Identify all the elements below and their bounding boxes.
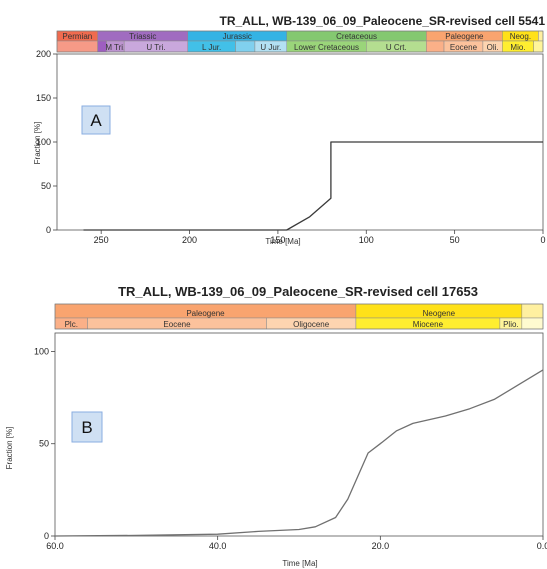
panel-letter-box-a: A <box>81 105 111 135</box>
panel-letter-b: B <box>81 418 92 437</box>
x-axis-label-a: Time [Ma] <box>265 237 300 246</box>
x-tick-label: 150 <box>270 235 285 245</box>
y-tick-label: 100 <box>36 137 51 147</box>
timescale-frame <box>54 303 544 330</box>
period-label: Jurassic <box>223 32 252 41</box>
x-axis-label-b: Time [Ma] <box>282 559 317 568</box>
epoch-label: U Tri. <box>146 43 165 52</box>
epoch-label: M Tri. <box>105 43 125 52</box>
y-axis-a: 0 50 100 150 200 <box>36 49 57 235</box>
y-axis-label-b: Fraction [%] <box>5 427 14 470</box>
x-tick-label: 60.0 <box>46 541 64 551</box>
period-band-segment-2 <box>521 303 544 319</box>
period-label: Cretaceous <box>336 32 377 41</box>
epoch-label: Lower Cretaceous <box>294 43 359 52</box>
epoch-band-segment-13 <box>533 40 544 53</box>
epoch-label: U Crt. <box>386 43 407 52</box>
period-label: Permian <box>62 32 92 41</box>
series-line-a <box>83 141 543 231</box>
epoch-label: L Jur. <box>202 43 221 52</box>
x-tick-label: 0.0 <box>537 541 547 551</box>
epoch-label: Plio. <box>503 320 519 329</box>
y-tick-label: 0 <box>46 225 51 235</box>
x-tick-label: 40.0 <box>209 541 227 551</box>
epoch-label: Oligocene <box>293 320 330 329</box>
epoch-label: Eocene <box>163 320 191 329</box>
geologic-timescale-band-b: Paleogene Neogene Plc. Eocene Oligocene Mioce… <box>54 303 544 330</box>
chart-title-b: TR_ALL, WB-139_06_09_Paleocene_SR-revise… <box>118 284 478 299</box>
chart-panel-a: TR_ALL, WB-139_06_09_Paleocene_SR-revise… <box>33 14 546 246</box>
x-tick-label: 0 <box>540 235 545 245</box>
epoch-label: Oli. <box>487 43 499 52</box>
x-tick-label: 100 <box>359 235 374 245</box>
series-group-b <box>54 369 544 537</box>
geologic-timescale-band-a: Permian Triassic Jurassic Cretaceous Paleoge… <box>56 30 544 53</box>
chart-panel-b: TR_ALL, WB-139_06_09_Paleocene_SR-revise… <box>5 284 547 568</box>
epoch-band-segment-0 <box>56 40 98 53</box>
epoch-band-segment-5 <box>521 317 544 330</box>
y-axis-b: 0 50 100 <box>34 346 55 541</box>
panel-letter-box-b: B <box>71 411 103 443</box>
period-label: Triassic <box>129 32 156 41</box>
y-tick-label: 50 <box>41 181 51 191</box>
period-label: Neog. <box>510 32 531 41</box>
x-tick-label: 200 <box>182 235 197 245</box>
y-tick-label: 50 <box>39 439 49 449</box>
period-band-segment-6 <box>538 30 544 42</box>
chart-title-a: TR_ALL, WB-139_06_09_Paleocene_SR-revise… <box>219 14 545 28</box>
y-axis-label-a: Fraction [%] <box>33 122 42 165</box>
timescale-frame <box>56 30 544 53</box>
y-tick-label: 150 <box>36 93 51 103</box>
series-group-a <box>83 141 543 231</box>
epoch-label: U Jur. <box>260 43 281 52</box>
x-tick-label: 20.0 <box>372 541 390 551</box>
x-axis-a: 250 200 150 100 50 0 <box>94 230 546 245</box>
period-label: Neogene <box>423 309 456 318</box>
series-line-b <box>54 369 544 537</box>
epoch-label: Miocene <box>413 320 444 329</box>
panel-letter-a: A <box>90 111 102 130</box>
period-label: Paleogene <box>186 309 225 318</box>
y-tick-label: 100 <box>34 346 49 356</box>
epoch-label: Eocene <box>450 43 478 52</box>
epoch-band-segment-5 <box>235 40 256 53</box>
epoch-label: Plc. <box>65 320 78 329</box>
x-tick-label: 250 <box>94 235 109 245</box>
epoch-label: Mio. <box>510 43 525 52</box>
x-tick-label: 50 <box>450 235 460 245</box>
y-tick-label: 0 <box>44 531 49 541</box>
period-label: Paleogene <box>445 32 484 41</box>
y-tick-label: 200 <box>36 49 51 59</box>
plot-area-b <box>54 332 544 537</box>
x-axis-b: 60.0 40.0 20.0 0.0 <box>46 536 547 551</box>
epoch-band-segment-9 <box>426 40 445 53</box>
